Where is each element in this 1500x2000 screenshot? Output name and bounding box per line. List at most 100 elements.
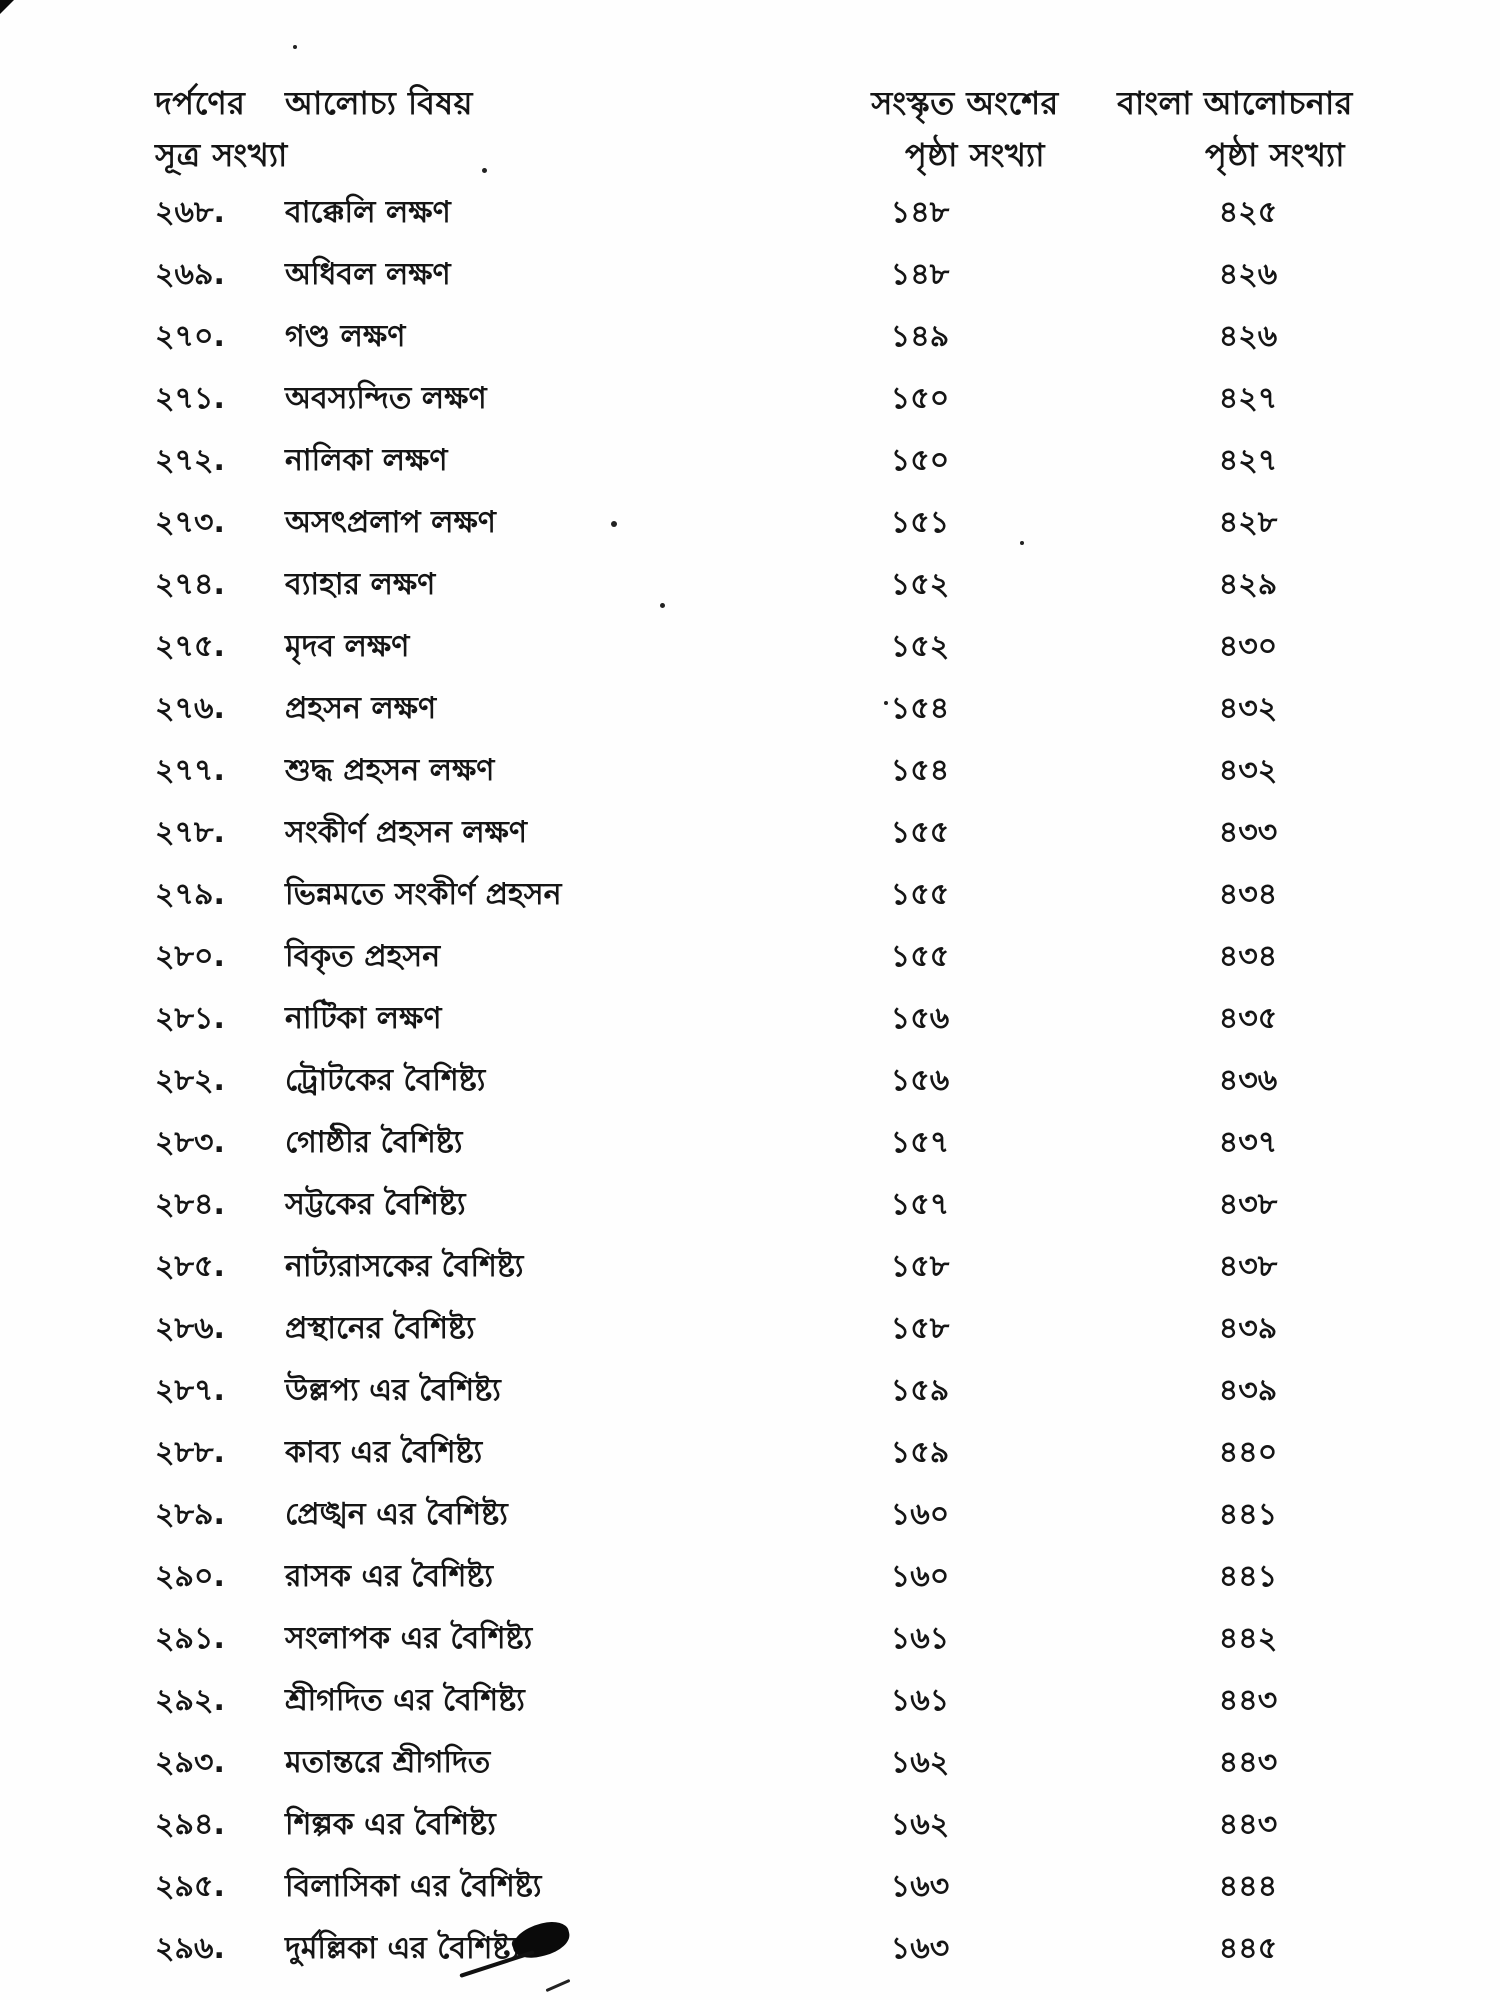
topic-label: অসৎপ্রলাপ লক্ষণ [285, 504, 496, 540]
bangla-page-number: ৪৩৩ [1218, 814, 1278, 850]
table-row: ২৭১. অবস্যন্দিত লক্ষণ ১৫০ ৪২৭ [155, 368, 1500, 430]
sanskrit-page-number: ১৫৫ [890, 814, 950, 850]
topic-label: বিলাসিকা এর বৈশিষ্ট্য [285, 1868, 542, 1904]
sutra-number: ২৭১. [155, 380, 225, 416]
table-body: ২৬৮. বাক্কেলি লক্ষণ ১৪৮ ৪২৫ ২৬৯. অধিবল ল… [0, 182, 1500, 1980]
header-sanskrit-1: সংস্কৃত অংশের [871, 84, 1059, 122]
sutra-number: ২৮১. [155, 1000, 225, 1036]
sanskrit-page-number: ১৫৫ [890, 938, 950, 974]
sutra-number: ২৭৭. [155, 752, 225, 788]
table-row: ২৯৫. বিলাসিকা এর বৈশিষ্ট্য ১৬৩ ৪৪৪ [155, 1856, 1500, 1918]
table-row: ২৯২. শ্রীগদিত এর বৈশিষ্ট্য ১৬১ ৪৪৩ [155, 1670, 1500, 1732]
sutra-number: ২৬৯. [155, 256, 225, 292]
sanskrit-page-number: ১৫৮ [890, 1248, 950, 1284]
topic-label: সংলাপক এর বৈশিষ্ট্য [285, 1620, 533, 1656]
topic-label: অবস্যন্দিত লক্ষণ [285, 380, 487, 416]
sanskrit-page-number: ১৫২ [890, 566, 950, 602]
bangla-page-number: ৪৪২ [1218, 1620, 1278, 1656]
scan-speck [293, 45, 297, 49]
sutra-number: ২৯৬. [155, 1930, 225, 1966]
bangla-page-number: ৪৪৫ [1218, 1930, 1278, 1966]
sutra-number: ২৮৪. [155, 1186, 225, 1222]
table-row: ২৬৮. বাক্কেলি লক্ষণ ১৪৮ ৪২৫ [155, 182, 1500, 244]
ink-smudge-stroke-small [545, 1978, 571, 1993]
table-row: ২৭৪. ব্যাহার লক্ষণ ১৫২ ৪২৯ [155, 554, 1500, 616]
topic-label: বিকৃত প্রহসন [285, 938, 441, 974]
table-row: ২৯৪. শিল্পক এর বৈশিষ্ট্য ১৬২ ৪৪৩ [155, 1794, 1500, 1856]
sanskrit-page-number: ১৫৬ [890, 1000, 950, 1036]
topic-label: রাসক এর বৈশিষ্ট্য [285, 1558, 494, 1594]
table-row: ২৭৫. মৃদব লক্ষণ ১৫২ ৪৩০ [155, 616, 1500, 678]
bangla-page-number: ৪৩২ [1218, 752, 1278, 788]
sanskrit-page-number: ১৪৮ [890, 256, 950, 292]
sanskrit-page-number: ১৬১ [890, 1620, 950, 1656]
table-row: ২৭৯. ভিন্নমতে সংকীর্ণ প্রহসন ১৫৫ ৪৩৪ [155, 864, 1500, 926]
header-line-2: সূত্র সংখ্যা পৃষ্ঠা সংখ্যা পৃষ্ঠা সংখ্যা [155, 130, 1500, 182]
sanskrit-page-number: ১৫৪ [890, 752, 950, 788]
sanskrit-page-number: ১৫৯ [890, 1434, 950, 1470]
topic-label: নাট্যরাসকের বৈশিষ্ট্য [285, 1248, 524, 1284]
table-row: ২৮০. বিকৃত প্রহসন ১৫৫ ৪৩৪ [155, 926, 1500, 988]
sanskrit-page-number: ১৫৮ [890, 1310, 950, 1346]
table-row: ২৭৭. শুদ্ধ প্রহসন লক্ষণ ১৫৪ ৪৩২ [155, 740, 1500, 802]
sutra-number: ২৭৮. [155, 814, 225, 850]
bangla-page-number: ৪৪১ [1218, 1496, 1278, 1532]
header-line-1: দর্পণের আলোচ্য বিষয় সংস্কৃত অংশের বাংলা… [155, 78, 1500, 130]
sutra-number: ২৮০. [155, 938, 225, 974]
bangla-page-number: ৪৪৪ [1218, 1868, 1278, 1904]
bangla-page-number: ৪৩৯ [1218, 1310, 1278, 1346]
sanskrit-page-number: ১৬৩ [890, 1868, 950, 1904]
bangla-page-number: ৪৩২ [1218, 690, 1278, 726]
table-row: ২৭৬. প্রহসন লক্ষণ ১৫৪ ৪৩২ [155, 678, 1500, 740]
sutra-number: ২৮৭. [155, 1372, 225, 1408]
sutra-number: ২৭৫. [155, 628, 225, 664]
topic-label: কাব্য এর বৈশিষ্ট্য [285, 1434, 483, 1470]
sanskrit-page-number: ১৫২ [890, 628, 950, 664]
sutra-number: ২৭২. [155, 442, 225, 478]
sanskrit-page-number: ১৬৩ [890, 1930, 950, 1966]
table-header: দর্পণের আলোচ্য বিষয় সংস্কৃত অংশের বাংলা… [0, 78, 1500, 182]
table-row: ২৭৮. সংকীর্ণ প্রহসন লক্ষণ ১৫৫ ৪৩৩ [155, 802, 1500, 864]
table-row: ২৮২. ট্রোটকের বৈশিষ্ট্য ১৫৬ ৪৩৬ [155, 1050, 1500, 1112]
table-row: ২৭২. নালিকা লক্ষণ ১৫০ ৪২৭ [155, 430, 1500, 492]
header-bangla-2: পৃষ্ঠা সংখ্যা [1205, 136, 1345, 174]
header-serial-1: দর্পণের [155, 84, 246, 122]
sutra-number: ২৯৪. [155, 1806, 225, 1842]
sutra-number: ২৯৩. [155, 1744, 225, 1780]
bangla-page-number: ৪২৯ [1218, 566, 1278, 602]
table-row: ২৯৬. দুর্মল্লিকা এর বৈশিষ্ট্য ১৬৩ ৪৪৫ [155, 1918, 1500, 1980]
table-row: ২৯৩. মতান্তরে শ্রীগদিত ১৬২ ৪৪৩ [155, 1732, 1500, 1794]
bangla-page-number: ৪৪১ [1218, 1558, 1278, 1594]
scan-speck [611, 521, 617, 527]
bangla-page-number: ৪৪৩ [1218, 1682, 1278, 1718]
bangla-page-number: ৪৩৪ [1218, 938, 1278, 974]
header-serial-2: সূত্র সংখ্যা [155, 136, 288, 174]
topic-label: প্রহসন লক্ষণ [285, 690, 437, 726]
sutra-number: ২৮৬. [155, 1310, 225, 1346]
topic-label: সট্টকের বৈশিষ্ট্য [285, 1186, 466, 1222]
topic-label: ট্রোটকের বৈশিষ্ট্য [285, 1062, 486, 1098]
sutra-number: ২৭৩. [155, 504, 225, 540]
bangla-page-number: ৪২৬ [1218, 318, 1278, 354]
topic-label: গোষ্ঠীর বৈশিষ্ট্য [285, 1124, 463, 1160]
bangla-page-number: ৪২৮ [1218, 504, 1278, 540]
sanskrit-page-number: ১৫৫ [890, 876, 950, 912]
table-row: ২৮১. নাটিকা লক্ষণ ১৫৬ ৪৩৫ [155, 988, 1500, 1050]
sanskrit-page-number: ১৫১ [890, 504, 950, 540]
header-topic: আলোচ্য বিষয় [285, 84, 473, 122]
sanskrit-page-number: ১৫৯ [890, 1372, 950, 1408]
sutra-number: ২৮২. [155, 1062, 225, 1098]
topic-label: উল্লপ্য এর বৈশিষ্ট্য [285, 1372, 501, 1408]
sanskrit-page-number: ১৫৭ [890, 1186, 950, 1222]
header-bangla-1: বাংলা আলোচনার [1117, 84, 1353, 122]
bangla-page-number: ৪৩৯ [1218, 1372, 1278, 1408]
scan-speck [884, 701, 888, 705]
table-row: ২৮৯. প্রেঙ্খন এর বৈশিষ্ট্য ১৬০ ৪৪১ [155, 1484, 1500, 1546]
header-sanskrit-2: পৃষ্ঠা সংখ্যা [905, 136, 1045, 174]
sanskrit-page-number: ১৬০ [890, 1496, 950, 1532]
topic-label: ভিন্নমতে সংকীর্ণ প্রহসন [285, 876, 562, 912]
topic-label: নাটিকা লক্ষণ [285, 1000, 442, 1036]
scan-speck [482, 168, 487, 173]
table-row: ২৮৪. সট্টকের বৈশিষ্ট্য ১৫৭ ৪৩৮ [155, 1174, 1500, 1236]
